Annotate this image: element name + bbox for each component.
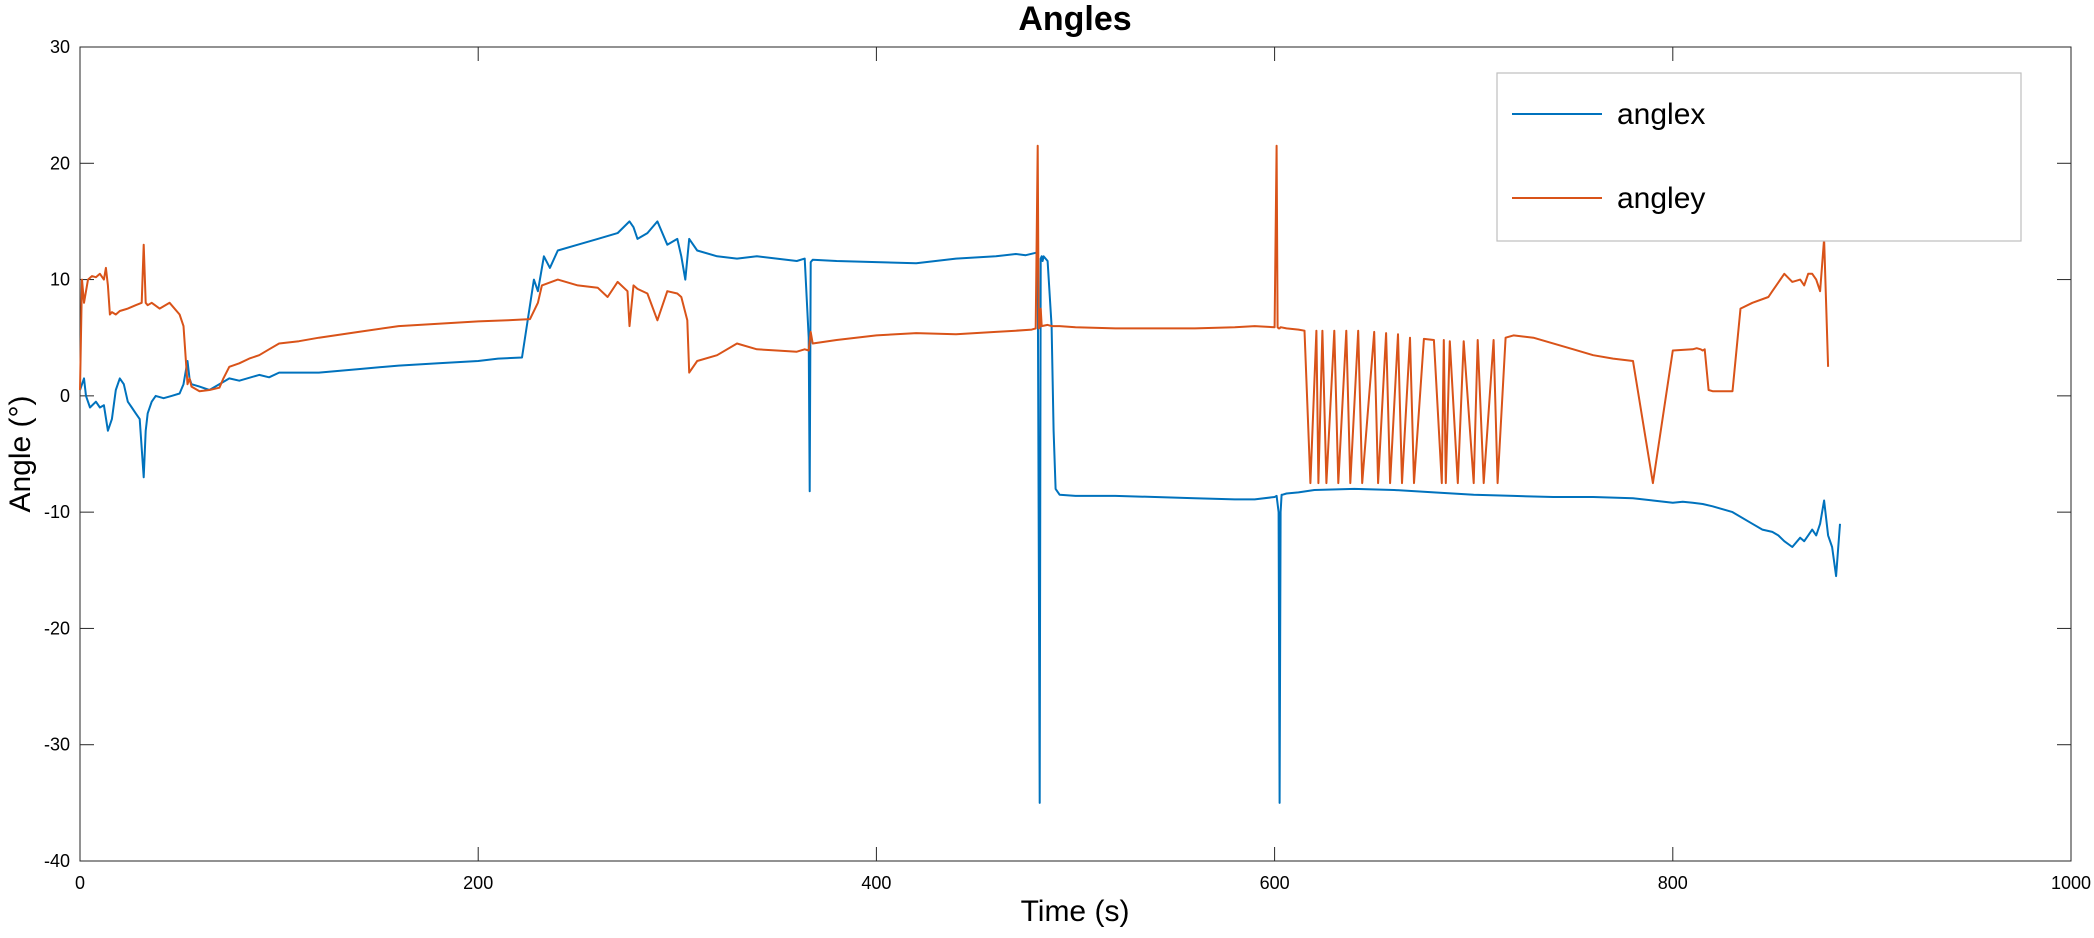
x-tick-label: 1000 <box>2051 873 2091 893</box>
y-tick-label: -40 <box>44 851 70 871</box>
axis-ticks: 0 200 400 600 800 1000 -40 -30 -20 -10 0 10 20 30 <box>44 37 2091 893</box>
legend-label-anglex: anglex <box>1617 98 1705 131</box>
plot-area-frame <box>79 46 2072 862</box>
series-lines <box>79 144 1841 804</box>
y-tick-label: -30 <box>44 735 70 755</box>
y-tick-label: 10 <box>50 270 70 290</box>
series-line-angley <box>79 144 1830 485</box>
y-tick-label: 0 <box>60 386 70 406</box>
y-tick-label: -20 <box>44 618 70 638</box>
x-tick-label: 400 <box>861 873 891 893</box>
x-tick-label: 200 <box>463 873 493 893</box>
y-tick-label: -10 <box>44 502 70 522</box>
legend-label-angley: angley <box>1617 182 1705 215</box>
y-tick-label: 30 <box>50 37 70 57</box>
x-axis-title: Time (s) <box>1021 895 1130 928</box>
x-tick-label: 600 <box>1260 873 1290 893</box>
y-tick-label: 20 <box>50 153 70 173</box>
legend: anglex angley <box>1496 72 2022 242</box>
x-tick-label: 0 <box>75 873 85 893</box>
y-axis-title: Angle (°) <box>4 395 37 512</box>
x-tick-label: 800 <box>1658 873 1688 893</box>
series-line-anglex <box>79 220 1841 804</box>
legend-box <box>1496 72 2022 242</box>
chart-title: Angles <box>1018 0 1131 38</box>
